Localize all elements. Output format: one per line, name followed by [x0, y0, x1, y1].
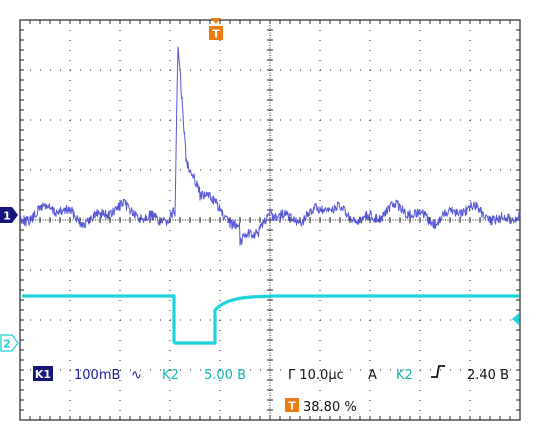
timebase[interactable]: Γ 10.0μc [288, 368, 344, 383]
channel1-marker-label: 1 [3, 210, 11, 223]
ch1-tag: K1 [35, 368, 51, 381]
trigger-arrow-icon [211, 18, 221, 24]
ch1-tag-background [33, 366, 53, 381]
channel1-waveform [19, 46, 521, 246]
ch2-scale[interactable]: 5.00 B [204, 368, 246, 383]
channel1-ground-marker[interactable]: 1 [0, 207, 18, 223]
trigger-marker-label: T [212, 28, 220, 41]
trigger-level[interactable]: 2.40 B [467, 368, 509, 383]
rising-edge-icon [431, 365, 445, 378]
channel2-marker-label: 2 [3, 338, 11, 351]
trigger-mode[interactable]: A [368, 368, 377, 383]
channel2-ground-marker[interactable]: 2 [0, 334, 19, 352]
trigger-position[interactable]: 38.80 % [303, 400, 357, 415]
trigger-tag-background [285, 398, 299, 412]
ac-coupling-icon: ∿ [131, 368, 142, 383]
trigger-position-marker[interactable]: T [209, 18, 223, 41]
trigger-tag: T [288, 400, 296, 413]
ch2-label[interactable]: K2 [162, 368, 179, 383]
trigger-level-marker[interactable] [512, 313, 519, 325]
trigger-source[interactable]: K2 [396, 368, 413, 383]
channel2-waveform [21, 294, 520, 345]
ch1-scale[interactable]: 100mB [74, 368, 120, 383]
status-bar: K1 100mB ∿ K2 5.00 B Γ 10.0μc A K2 2.40 … [33, 365, 509, 415]
